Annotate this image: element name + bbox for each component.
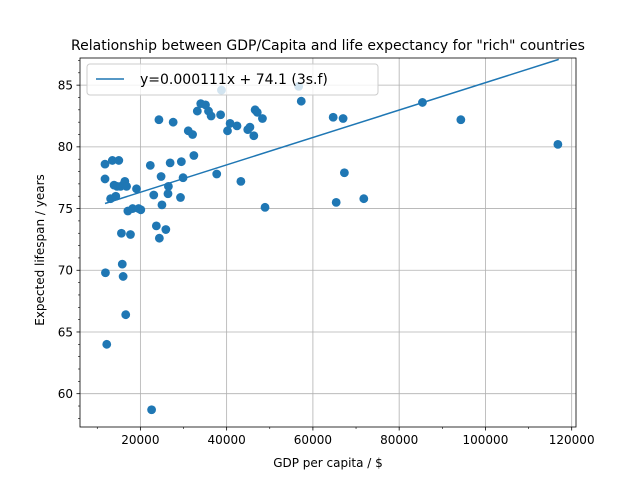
y-axis-label: Expected lifespan / years bbox=[33, 174, 47, 326]
data-point bbox=[223, 126, 232, 136]
y-tick-label: 60 bbox=[58, 387, 73, 401]
x-tick-label: 60000 bbox=[294, 433, 332, 447]
data-point bbox=[128, 204, 138, 213]
data-point bbox=[212, 169, 222, 179]
y-tick-label: 65 bbox=[58, 325, 73, 339]
data-point bbox=[156, 172, 166, 181]
data-point bbox=[163, 189, 173, 199]
data-point bbox=[328, 112, 338, 122]
data-point bbox=[117, 228, 126, 238]
data-point bbox=[331, 197, 341, 207]
chart-title: Relationship between GDP/Capita and life… bbox=[71, 38, 585, 54]
data-point bbox=[149, 190, 159, 200]
data-point bbox=[206, 111, 216, 121]
plot-frame bbox=[79, 57, 577, 428]
x-tick-label: 80000 bbox=[380, 433, 418, 447]
data-point bbox=[151, 221, 161, 231]
data-point bbox=[126, 230, 135, 239]
data-point bbox=[118, 272, 128, 281]
data-points bbox=[100, 81, 563, 415]
data-point bbox=[176, 157, 186, 167]
data-point bbox=[165, 158, 175, 168]
x-tick-label: 120000 bbox=[549, 433, 595, 447]
data-point bbox=[164, 181, 173, 191]
data-point bbox=[456, 115, 466, 125]
data-point bbox=[154, 115, 164, 125]
x-axis: 20000 40000 60000 80000 100000 120000 bbox=[96, 427, 595, 447]
legend-box bbox=[86, 63, 379, 96]
legend: y=0.000111x + 74.1 (3s.f) bbox=[86, 63, 379, 96]
grid-lines bbox=[80, 58, 576, 427]
data-point bbox=[245, 122, 255, 132]
y-axis: 60 65 70 75 80 85 bbox=[58, 60, 80, 419]
x-tick-label: 100000 bbox=[463, 433, 509, 447]
data-point bbox=[147, 405, 156, 415]
data-point bbox=[338, 114, 348, 123]
data-point bbox=[145, 160, 155, 170]
data-point bbox=[100, 174, 110, 184]
data-point bbox=[236, 177, 246, 186]
data-point bbox=[192, 106, 202, 116]
data-point bbox=[117, 259, 127, 269]
data-point bbox=[216, 110, 226, 120]
data-point bbox=[111, 191, 121, 201]
data-point bbox=[157, 200, 167, 210]
y-tick-label: 70 bbox=[58, 264, 73, 278]
data-point bbox=[161, 225, 171, 234]
data-point bbox=[260, 202, 270, 212]
legend-entry-trend: y=0.000111x + 74.1 (3s.f) bbox=[140, 72, 328, 88]
x-axis-label: GDP per capita / $ bbox=[273, 456, 383, 470]
x-tick-label: 20000 bbox=[121, 433, 159, 447]
data-point bbox=[178, 173, 188, 183]
y-tick-label: 80 bbox=[58, 140, 73, 154]
data-point bbox=[188, 130, 197, 139]
data-point bbox=[359, 194, 369, 204]
data-point bbox=[168, 117, 178, 127]
data-point bbox=[114, 156, 124, 165]
x-tick-label: 40000 bbox=[208, 433, 246, 447]
data-point bbox=[189, 151, 199, 160]
data-point bbox=[258, 114, 267, 123]
data-point bbox=[100, 159, 110, 169]
plot-area bbox=[80, 58, 576, 427]
data-point bbox=[132, 184, 141, 194]
data-point bbox=[339, 168, 349, 178]
data-point bbox=[252, 107, 262, 117]
y-tick-label: 75 bbox=[58, 202, 73, 216]
data-point bbox=[296, 96, 306, 106]
data-point bbox=[176, 193, 185, 202]
data-point bbox=[122, 181, 131, 191]
data-point bbox=[102, 339, 112, 349]
data-point bbox=[121, 310, 131, 320]
data-point bbox=[249, 131, 259, 141]
data-point bbox=[101, 268, 110, 278]
data-point bbox=[225, 119, 235, 128]
data-point bbox=[553, 139, 563, 149]
data-point bbox=[154, 233, 164, 243]
data-point bbox=[136, 205, 146, 215]
data-point bbox=[418, 98, 427, 107]
data-point bbox=[107, 156, 117, 165]
y-tick-label: 85 bbox=[58, 78, 73, 92]
data-point bbox=[232, 121, 242, 131]
